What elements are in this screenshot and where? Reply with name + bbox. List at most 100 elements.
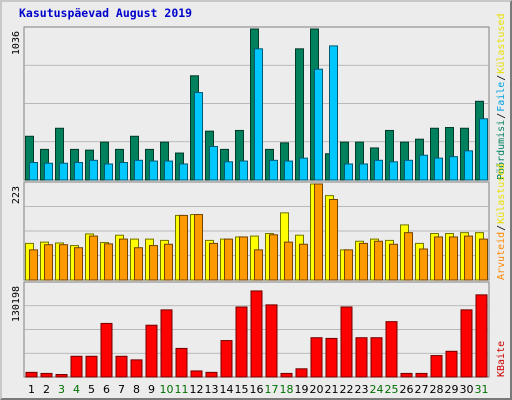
x-tick-label: 18 bbox=[280, 383, 294, 396]
bar bbox=[74, 247, 83, 281]
bar bbox=[85, 355, 98, 378]
y-axis-max-label: 130198 bbox=[11, 286, 22, 322]
bar bbox=[29, 249, 38, 281]
x-tick-label: 20 bbox=[310, 383, 324, 396]
bar bbox=[389, 243, 398, 281]
bar bbox=[340, 306, 353, 378]
bar bbox=[449, 236, 458, 281]
x-tick-label: 21 bbox=[325, 383, 339, 396]
bar bbox=[190, 370, 203, 378]
x-tick-label: 26 bbox=[400, 383, 414, 396]
bar bbox=[314, 68, 323, 181]
bar bbox=[359, 163, 368, 181]
x-tick-label: 6 bbox=[103, 383, 110, 396]
bar bbox=[149, 160, 158, 181]
bar bbox=[430, 355, 443, 378]
bar bbox=[44, 244, 53, 281]
bar bbox=[235, 306, 248, 378]
bar bbox=[70, 355, 83, 378]
bar bbox=[404, 159, 413, 181]
y-axis-max-label: 1036 bbox=[11, 31, 22, 55]
x-tick-label: 30 bbox=[460, 383, 474, 396]
bar bbox=[89, 159, 98, 181]
series-2-2 bbox=[29, 183, 488, 281]
bar bbox=[74, 162, 83, 181]
bar bbox=[325, 337, 338, 378]
bar bbox=[389, 161, 398, 181]
bar bbox=[224, 238, 233, 281]
bar bbox=[119, 162, 128, 181]
bar bbox=[299, 243, 308, 281]
x-tick-label: 9 bbox=[148, 383, 155, 396]
bar bbox=[344, 163, 353, 181]
x-tick-label: 10 bbox=[160, 383, 174, 396]
legend-label: KBaite bbox=[496, 341, 507, 377]
bar bbox=[419, 154, 428, 181]
bar bbox=[160, 309, 173, 378]
bar bbox=[250, 290, 263, 378]
bar bbox=[374, 159, 383, 181]
bar bbox=[479, 118, 488, 181]
bar bbox=[25, 371, 38, 378]
bar bbox=[374, 240, 383, 281]
bar bbox=[104, 163, 113, 181]
bar bbox=[179, 163, 188, 181]
x-tick-label: 25 bbox=[385, 383, 399, 396]
bar bbox=[149, 245, 158, 281]
bar bbox=[175, 347, 188, 378]
x-tick-label: 2 bbox=[43, 383, 50, 396]
x-tick-label: 24 bbox=[370, 383, 384, 396]
bar bbox=[224, 161, 233, 181]
bar bbox=[254, 249, 263, 281]
bar bbox=[269, 234, 278, 281]
bar bbox=[284, 160, 293, 181]
legend-label: Arvuteid bbox=[496, 232, 507, 280]
x-tick-label: 11 bbox=[175, 383, 189, 396]
bar bbox=[310, 337, 323, 378]
bar bbox=[415, 372, 428, 378]
bar bbox=[400, 372, 413, 378]
bar bbox=[445, 350, 458, 378]
x-tick-label: 19 bbox=[295, 383, 309, 396]
bar bbox=[464, 150, 473, 181]
x-tick-label: 27 bbox=[415, 383, 429, 396]
bar bbox=[314, 183, 323, 281]
x-tick-label: 29 bbox=[445, 383, 459, 396]
bar bbox=[269, 159, 278, 181]
legend-label: Külastused bbox=[496, 164, 507, 224]
x-tick-label: 4 bbox=[73, 383, 80, 396]
bar bbox=[220, 340, 233, 378]
x-tick-label: 28 bbox=[430, 383, 444, 396]
x-tick-label: 22 bbox=[340, 383, 354, 396]
bar bbox=[295, 368, 308, 378]
legend-label: Pöördumisi bbox=[496, 120, 507, 180]
bar bbox=[419, 248, 428, 281]
bar bbox=[254, 48, 263, 181]
legend-label: Faile bbox=[496, 82, 507, 112]
x-tick-label: 17 bbox=[265, 383, 279, 396]
x-tick-label: 3 bbox=[58, 383, 65, 396]
bar bbox=[299, 157, 308, 181]
panel-3: 130198 KBaite bbox=[11, 281, 507, 378]
series-1-2 bbox=[29, 45, 488, 181]
bar bbox=[194, 214, 203, 281]
x-tick-label: 15 bbox=[235, 383, 249, 396]
bar bbox=[104, 243, 113, 281]
legend-separator: / bbox=[496, 113, 507, 119]
bar bbox=[434, 236, 443, 281]
bar bbox=[209, 242, 218, 281]
bar bbox=[29, 162, 38, 181]
bar bbox=[130, 359, 143, 378]
bar bbox=[205, 371, 218, 378]
bar bbox=[479, 238, 488, 281]
bar bbox=[344, 249, 353, 281]
bar bbox=[119, 238, 128, 281]
bar bbox=[100, 322, 113, 378]
x-tick-label: 12 bbox=[190, 383, 204, 396]
bar bbox=[404, 232, 413, 281]
bar bbox=[329, 198, 338, 281]
x-tick-label: 1 bbox=[28, 383, 35, 396]
